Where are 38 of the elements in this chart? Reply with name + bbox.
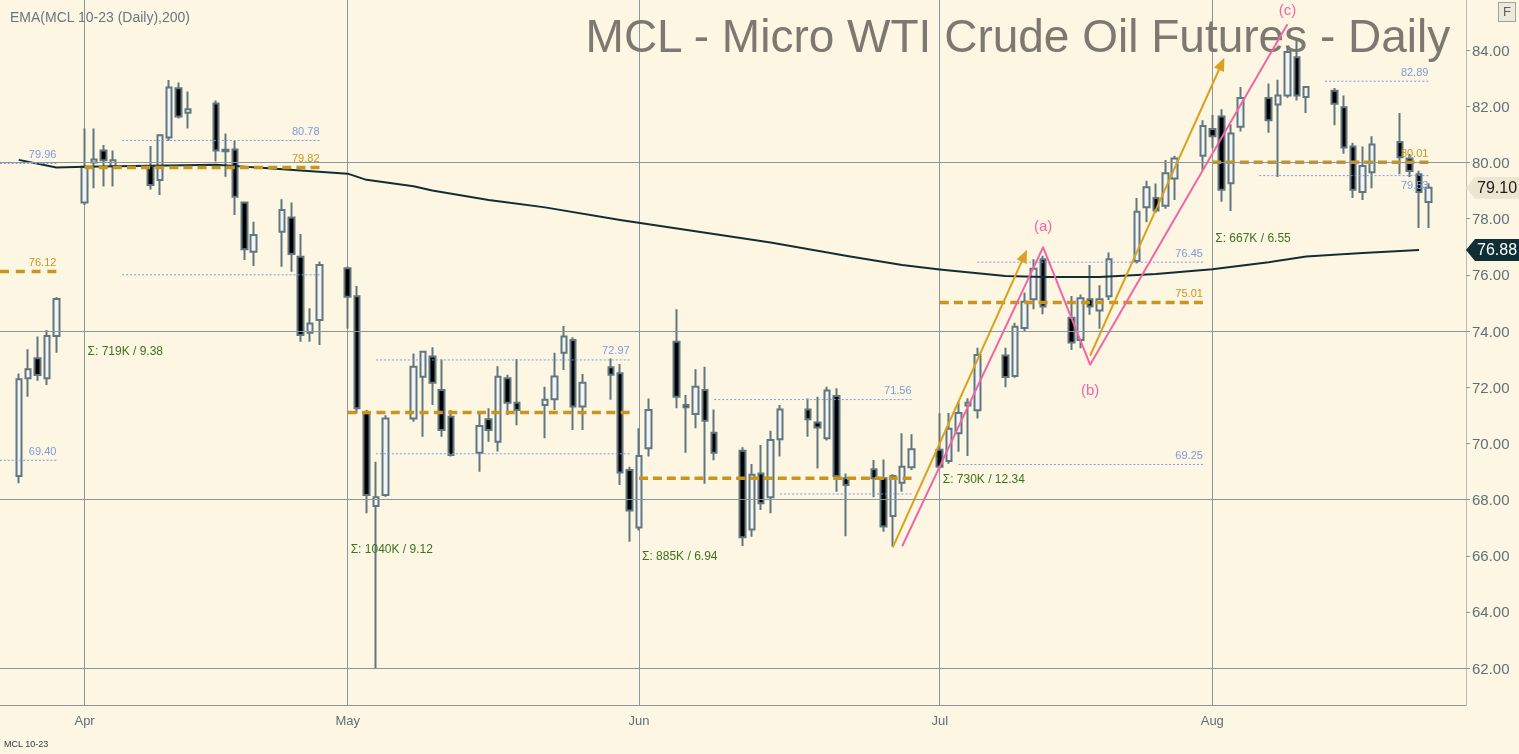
y-tick-label: 66.00 xyxy=(1472,547,1510,565)
annotation: (b) xyxy=(1080,380,1100,398)
data-label: 76.12 xyxy=(28,255,57,268)
y-tick-label: 78.00 xyxy=(1472,210,1510,228)
y-tick-label: 82.00 xyxy=(1472,97,1510,115)
data-label: 79.96 xyxy=(28,148,57,161)
text: 79.10 xyxy=(1466,176,1519,199)
data-label: 72.97 xyxy=(602,344,630,357)
data-label: 71.56 xyxy=(884,384,912,397)
annotation: (a) xyxy=(1033,216,1053,234)
y-tick-label: 62.00 xyxy=(1472,659,1510,677)
data-label: 76.45 xyxy=(1175,246,1203,259)
data-label: 69.40 xyxy=(28,444,57,457)
x-tick-label: Jun xyxy=(628,713,650,728)
y-tick-label: 70.00 xyxy=(1472,434,1510,452)
data-label: 80.78 xyxy=(291,124,320,137)
annotation: Σ: 667K / 6.55 xyxy=(1215,231,1291,245)
annotation: Σ: 719K / 9.38 xyxy=(87,344,164,358)
annotation: Σ: 730K / 12.34 xyxy=(942,472,1025,486)
x-tick-label: May xyxy=(335,713,361,728)
text: MCL 10-23 xyxy=(4,739,49,749)
y-tick-label: 84.00 xyxy=(1472,41,1510,59)
y-tick-label: 72.00 xyxy=(1472,378,1510,396)
text: 76.88 xyxy=(1466,239,1519,262)
data-label: 82.89 xyxy=(1400,65,1429,78)
y-tick-label: 74.00 xyxy=(1472,322,1510,340)
y-tick-label: 64.00 xyxy=(1472,603,1510,621)
f-button: F xyxy=(1498,2,1516,22)
data-label: 69.25 xyxy=(1175,448,1203,461)
x-tick-label: Aug xyxy=(1200,713,1224,728)
y-tick-label: 68.00 xyxy=(1472,491,1510,509)
y-tick-label: 80.00 xyxy=(1472,153,1510,171)
y-tick-label: 76.00 xyxy=(1472,266,1510,284)
data-label: 75.01 xyxy=(1175,287,1203,300)
x-tick-label: Jul xyxy=(931,713,949,728)
annotation: Σ: 885K / 6.94 xyxy=(642,549,718,563)
data-label: 79.82 xyxy=(291,151,320,164)
x-tick-label: Apr xyxy=(74,713,96,728)
